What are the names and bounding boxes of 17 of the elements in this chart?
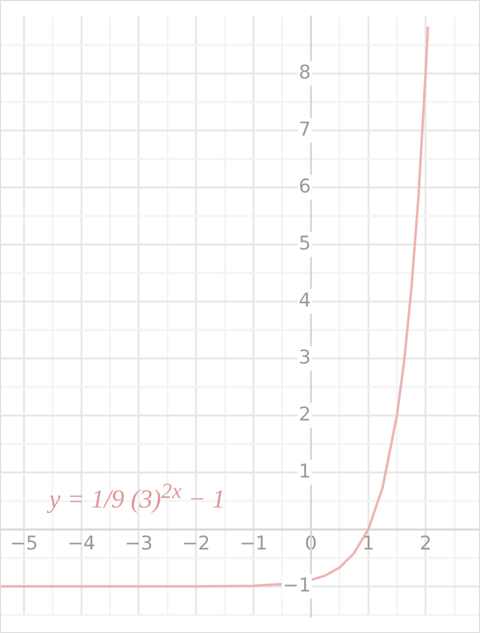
x-tick-label: 1 (362, 532, 374, 555)
x-tick-label: −3 (124, 532, 153, 555)
y-tick-label: 2 (298, 403, 311, 426)
y-tick-label: −1 (282, 574, 311, 596)
x-tick-label: 2 (420, 532, 432, 555)
y-tick-label: 7 (298, 118, 311, 140)
x-tick-label: −5 (10, 532, 38, 555)
y-tick-label: 1 (298, 460, 311, 482)
y-tick-label: 4 (298, 289, 311, 312)
x-tick-label: −1 (239, 532, 268, 555)
y-tick-label: 6 (298, 175, 311, 198)
annotation: y = 1/9 (3)$^{2x}$ − 1 (49, 479, 226, 515)
y-tick-label: 3 (298, 346, 311, 368)
x-tick-label: −2 (182, 532, 210, 555)
y-tick-label: 5 (298, 232, 311, 254)
y-tick-label: 8 (298, 61, 311, 84)
x-tick-label: −4 (67, 532, 96, 555)
